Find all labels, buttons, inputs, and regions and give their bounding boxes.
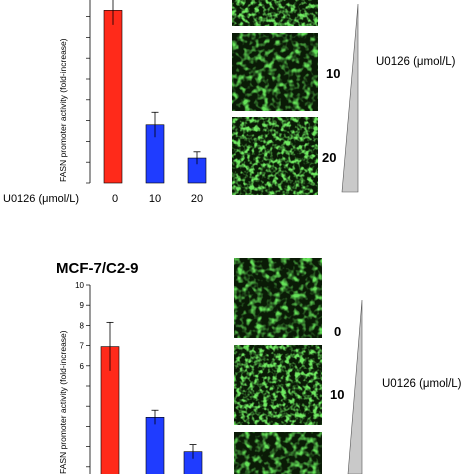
y-tick-label: 7 [80,342,85,351]
category-label-10: 10 [149,193,161,205]
bar-0 [103,10,123,184]
bar-10 [145,417,165,474]
micrograph-1b [232,33,318,111]
micrograph-2b [234,345,322,425]
category-label-0: 0 [112,193,118,205]
image-dose-label-2a: 0 [334,324,341,339]
y-axis-label-1: FASN promoter activity (fold-increase) [58,38,68,182]
panel-2: MCF-7/C2-9 6 7 8 9 10 FASN promoter activity… [56,258,462,474]
micrograph-1a [232,0,318,26]
side-treatment-label-1: U0126 (μmol/L) [376,56,456,68]
y-tick-label: 8 [80,321,85,330]
y-tick-label: 10 [75,281,84,290]
y-axis-label-2: FASN promoter activity (fold-increase) [58,330,68,474]
x-axis-treatment-label-1: U0126 (μmol/L) [3,193,79,205]
micrograph-1c [232,117,318,195]
image-dose-label-1c: 20 [322,150,336,165]
bar-chart-2: 6 7 8 9 10 [75,281,203,474]
dose-wedge-2 [347,299,363,474]
micrograph-2c [234,432,322,474]
panel-1: 0 10 20 FASN promoter activity (fold-incre… [3,0,456,205]
image-dose-label-2b: 10 [330,387,344,402]
y-tick-label: 6 [80,362,85,371]
image-dose-label-1b: 10 [326,66,340,81]
micrograph-2a [234,258,322,338]
dose-wedge-1 [341,3,359,193]
y-tick-label: 9 [80,301,85,310]
side-treatment-label-2: U0126 (μmol/L) [382,378,462,390]
bar-chart-1: 0 10 20 [86,0,207,205]
category-label-20: 20 [191,193,203,205]
panel-title-2: MCF-7/C2-9 [56,260,139,277]
